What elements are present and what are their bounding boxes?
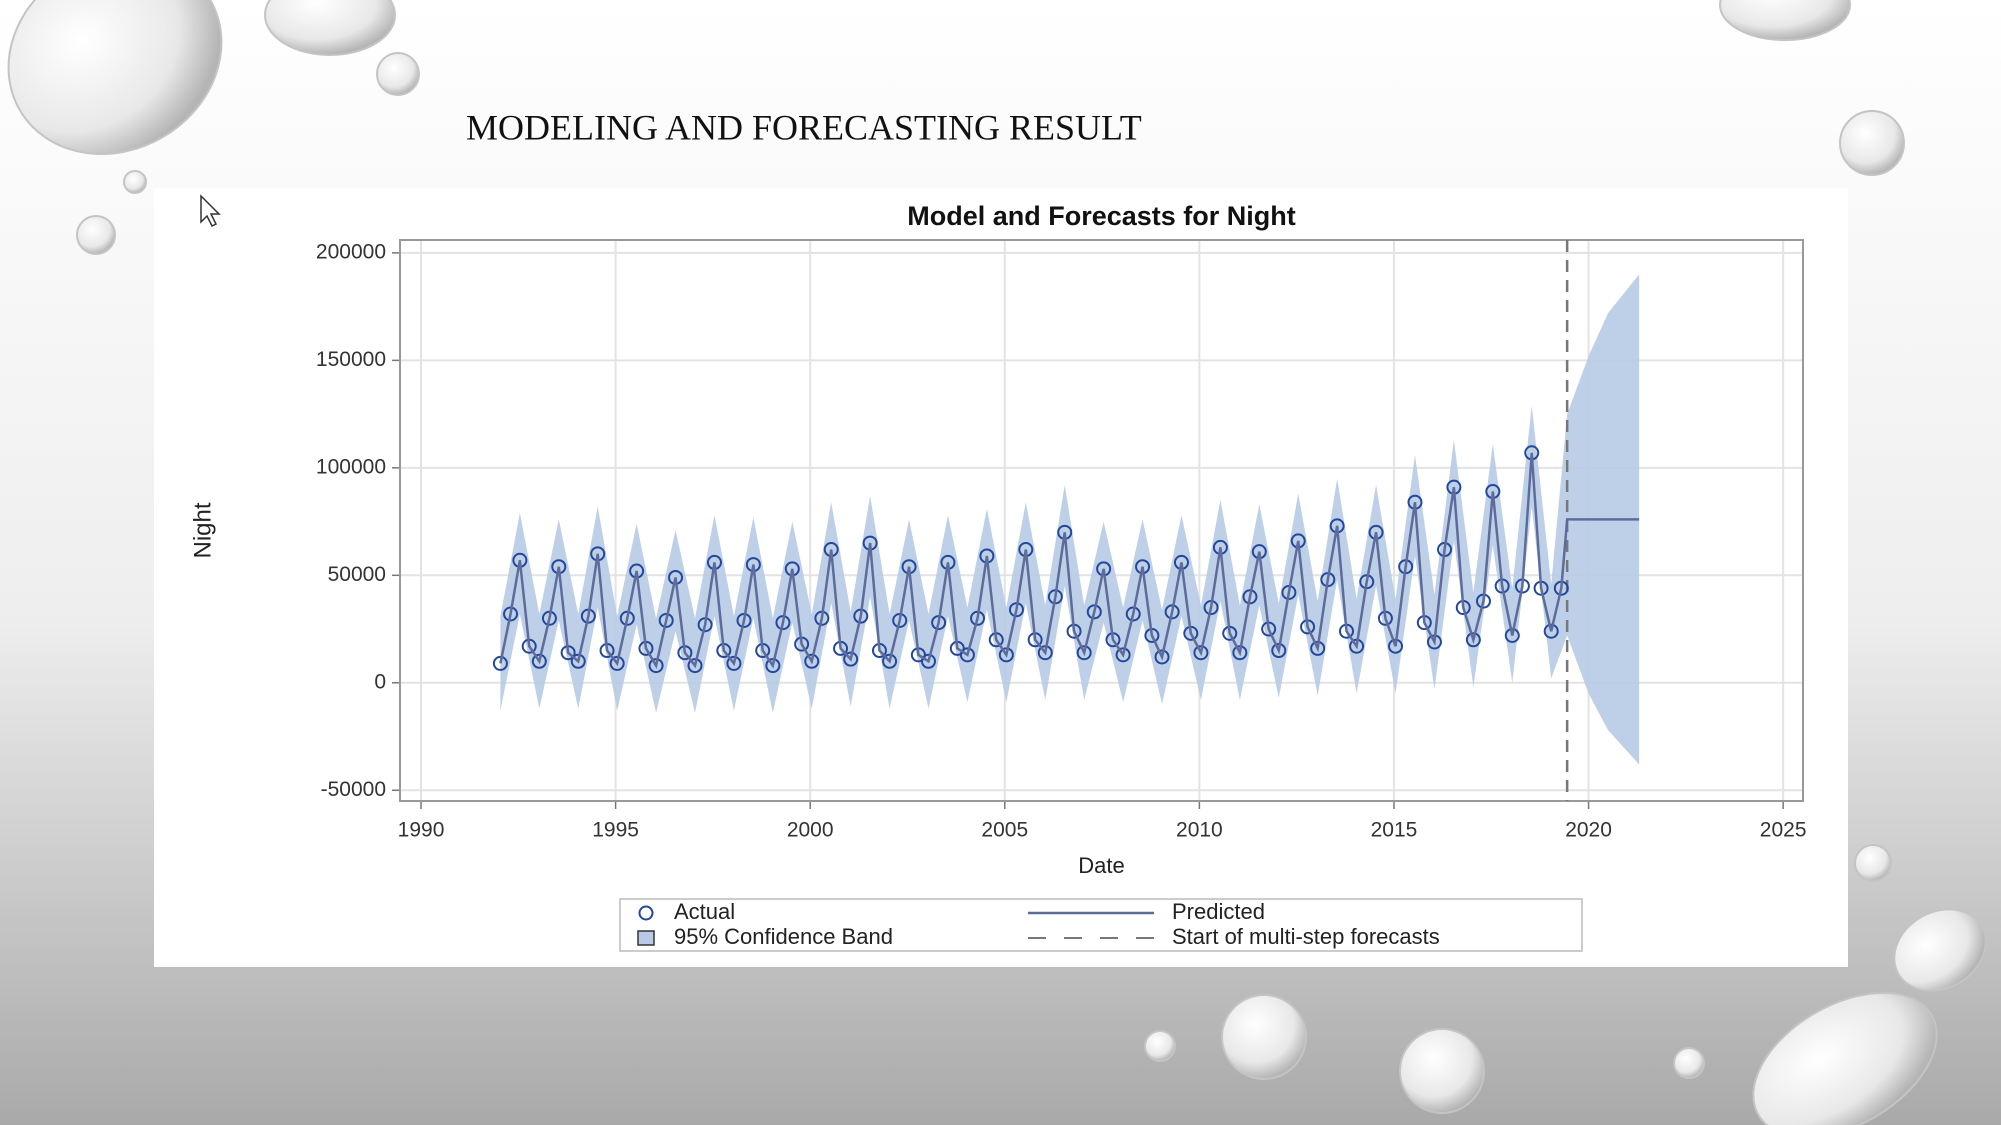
y-axis-label: Night [189, 502, 216, 558]
x-tick-label: 2020 [1565, 819, 1612, 842]
cursor [200, 194, 221, 228]
y-tick-label: 150000 [316, 348, 386, 371]
legend-symbol [638, 905, 654, 921]
actual-point [804, 653, 820, 669]
y-tick-label: -50000 [321, 778, 386, 801]
x-axis-label: Date [1078, 853, 1124, 878]
actual-point [882, 653, 898, 669]
actual-point [726, 655, 742, 671]
y-tick-label: 0 [374, 670, 386, 693]
actual-point [1543, 623, 1559, 639]
legend-box [619, 898, 1583, 952]
actual-point [1504, 627, 1520, 643]
plot-frame [399, 239, 1804, 802]
actual-point [658, 612, 674, 628]
actual-point [492, 655, 508, 671]
y-tick-label: 100000 [316, 455, 386, 478]
actual-point [959, 647, 975, 663]
actual-point [1076, 645, 1092, 661]
legend-label: 95% Confidence Band [674, 924, 893, 949]
actual-point [648, 658, 664, 674]
plot-area [492, 240, 1640, 801]
legend: Actual Predicted 95% Confidence Band Start … [619, 898, 1583, 952]
actual-point [570, 653, 586, 669]
actual-point [765, 658, 781, 674]
x-tick-label: 2015 [1371, 819, 1418, 842]
actual-point [921, 653, 937, 669]
actual-point [609, 655, 625, 671]
x-tick-label: 2005 [981, 819, 1028, 842]
actual-point [1193, 645, 1209, 661]
x-tick-label: 2010 [1176, 819, 1223, 842]
predicted-line [499, 452, 1640, 669]
y-tick-label: 200000 [316, 240, 386, 263]
slide-title: MODELING AND FORECASTING RESULT [466, 107, 1142, 147]
x-tick-label: 2025 [1760, 819, 1807, 842]
actual-point [1125, 606, 1141, 622]
x-tick-label: 1990 [398, 819, 445, 842]
actual-point [1154, 649, 1170, 665]
actual-point [687, 658, 703, 674]
y-tick-label: 50000 [328, 563, 386, 586]
actual-point [1115, 647, 1131, 663]
legend-symbol [637, 930, 655, 946]
actual-point [531, 653, 547, 669]
legend-label: Start of multi-step forecasts [1172, 924, 1440, 949]
actual-point [843, 651, 859, 667]
chart-title: Model and Forecasts for Night [907, 201, 1296, 231]
legend-label: Predicted [1172, 899, 1265, 924]
x-tick-label: 1995 [592, 819, 639, 842]
legend-label: Actual [674, 899, 735, 924]
chart: Model and Forecasts for Night 1990 1995 200… [189, 201, 1807, 952]
actual-point [1086, 604, 1102, 620]
x-tick-label: 2000 [787, 819, 834, 842]
actual-point [998, 647, 1014, 663]
actual-point [619, 610, 635, 626]
actual-point [1465, 632, 1481, 648]
